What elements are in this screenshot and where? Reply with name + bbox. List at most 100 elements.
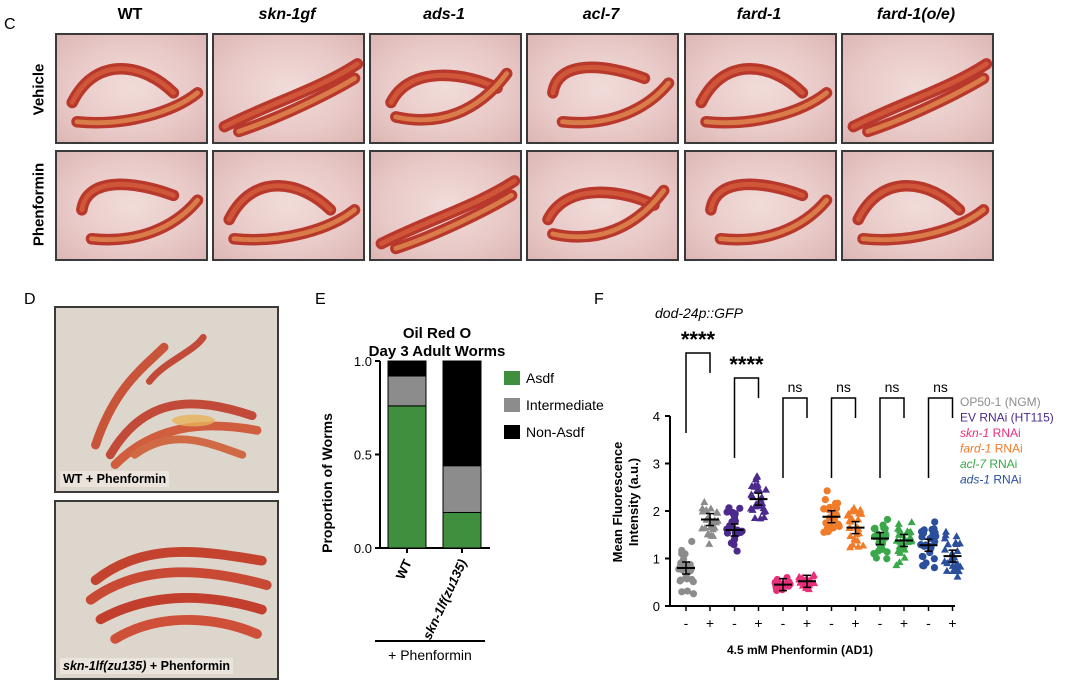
worm-image-wt-phenformin (91, 333, 262, 469)
data-point (855, 529, 864, 537)
data-point (702, 505, 711, 513)
data-point (953, 572, 962, 580)
data-point (856, 505, 865, 513)
worm-image (695, 62, 833, 129)
micrograph-fard-1-phenformin (684, 150, 837, 261)
data-point (750, 513, 759, 521)
panel-d-label: D (24, 291, 36, 308)
data-point (943, 540, 952, 548)
chart-f-xtick-label: + (754, 615, 762, 631)
bar-segment-intermediate-0 (387, 375, 427, 407)
worm-gut (89, 197, 200, 242)
chart-f-xlabel: 4.5 mM Phenformin (AD1) (727, 643, 873, 657)
micrograph-wt-vehicle (55, 33, 208, 144)
worm-image (218, 58, 363, 138)
chart-f-xtick-label: + (948, 615, 956, 631)
panel-f-label: F (594, 291, 604, 308)
chart-f-ytick-label: 4 (653, 409, 660, 424)
worm-gut (550, 65, 647, 96)
worm-image (547, 61, 675, 129)
worm-gut (236, 75, 357, 134)
data-point (723, 508, 731, 516)
micrograph-skn-1gf-phenformin (212, 150, 365, 261)
worm-gut (69, 66, 176, 105)
chart-f-xtick-label: + (851, 615, 859, 631)
data-point (848, 515, 857, 523)
data-point (710, 523, 719, 531)
chart-e-treatment-label: + Phenformin (388, 647, 472, 663)
data-point (823, 487, 831, 495)
caption-genotype: skn-1lf(zu135) (63, 659, 147, 673)
significance-bracket (830, 397, 857, 478)
chart-f-ylabel-line1: Mean Fluorescence (610, 442, 625, 563)
data-point (859, 541, 868, 549)
worm-body (66, 62, 180, 109)
micrograph-wt-phenformin: WT + Phenformin (54, 306, 279, 493)
legend-swatch-non-asdf (504, 425, 520, 439)
data-point (751, 475, 760, 483)
legend-entry-text: OP50-1 (NGM) (960, 395, 1041, 409)
row-header-phenformin: Phenformin (30, 162, 48, 247)
chart-f-subtitle: dod-24p::GFP (655, 305, 744, 321)
data-point (854, 542, 863, 550)
data-point (953, 559, 962, 567)
chart-f-xtick-label: - (829, 615, 834, 631)
micrograph-skn-1lf-phenformin: skn-1lf(zu135) + Phenformin (54, 500, 279, 680)
data-point (676, 577, 684, 585)
caption-treatment: + Phenformin (146, 659, 231, 673)
chart-f-xtick-label: + (900, 615, 908, 631)
significance-label: ns (885, 379, 900, 395)
chart-f-xtick-label: + (803, 615, 811, 631)
legend-swatch-asdf (504, 371, 520, 385)
data-point (822, 519, 830, 527)
chart-f-xtick-label: - (684, 615, 689, 631)
chart-f-xtick-label: - (781, 615, 786, 631)
data-point (750, 482, 759, 490)
data-point (930, 555, 938, 563)
data-point (952, 532, 961, 540)
significance-label: ns (788, 379, 803, 395)
data-point (875, 539, 883, 548)
data-point (748, 505, 757, 513)
data-point (700, 523, 709, 531)
significance-label: ns (933, 379, 948, 395)
data-point (799, 580, 808, 588)
worm-gut (226, 183, 333, 222)
chart-f-ytick-label: 0 (653, 599, 660, 614)
chart-f-ylabel-line2: Intensity (a.u.) (626, 458, 641, 546)
worm-gut (79, 182, 176, 213)
data-point (756, 514, 765, 522)
data-point (821, 496, 829, 504)
data-point (854, 515, 863, 523)
data-point (705, 539, 714, 547)
data-point (773, 584, 781, 592)
worm-gut (860, 207, 986, 243)
data-point (951, 565, 960, 573)
data-point (846, 531, 855, 539)
data-point (907, 518, 916, 526)
data-point (894, 530, 903, 538)
data-point (940, 557, 949, 565)
data-point (850, 535, 859, 543)
data-point (851, 507, 860, 515)
data-point (706, 504, 715, 512)
data-point (931, 518, 939, 526)
significance-bracket (733, 377, 760, 458)
significance-bracket (685, 352, 711, 433)
worm-image (375, 175, 520, 255)
data-point (896, 548, 905, 556)
worm-gut (850, 61, 989, 129)
legend-entry: skn-1 RNAi (960, 426, 1021, 440)
significance-label: **** (681, 327, 716, 352)
bar-segment-non-asdf-1 (442, 360, 482, 467)
chart-f-xtick-label: - (926, 615, 931, 631)
legend-entry-text: RNAi (986, 457, 1017, 471)
chart-e-ytick-label: 0.5 (354, 448, 372, 463)
chart-f-ytick-label: 2 (653, 504, 660, 519)
data-point (808, 572, 817, 580)
legend-entry: ads-1 RNAi (960, 473, 1021, 487)
worm-gut (718, 197, 829, 242)
row-header-vehicle: Vehicle (30, 63, 48, 116)
chart-f-xtick-label: + (706, 615, 714, 631)
data-point (827, 522, 835, 530)
